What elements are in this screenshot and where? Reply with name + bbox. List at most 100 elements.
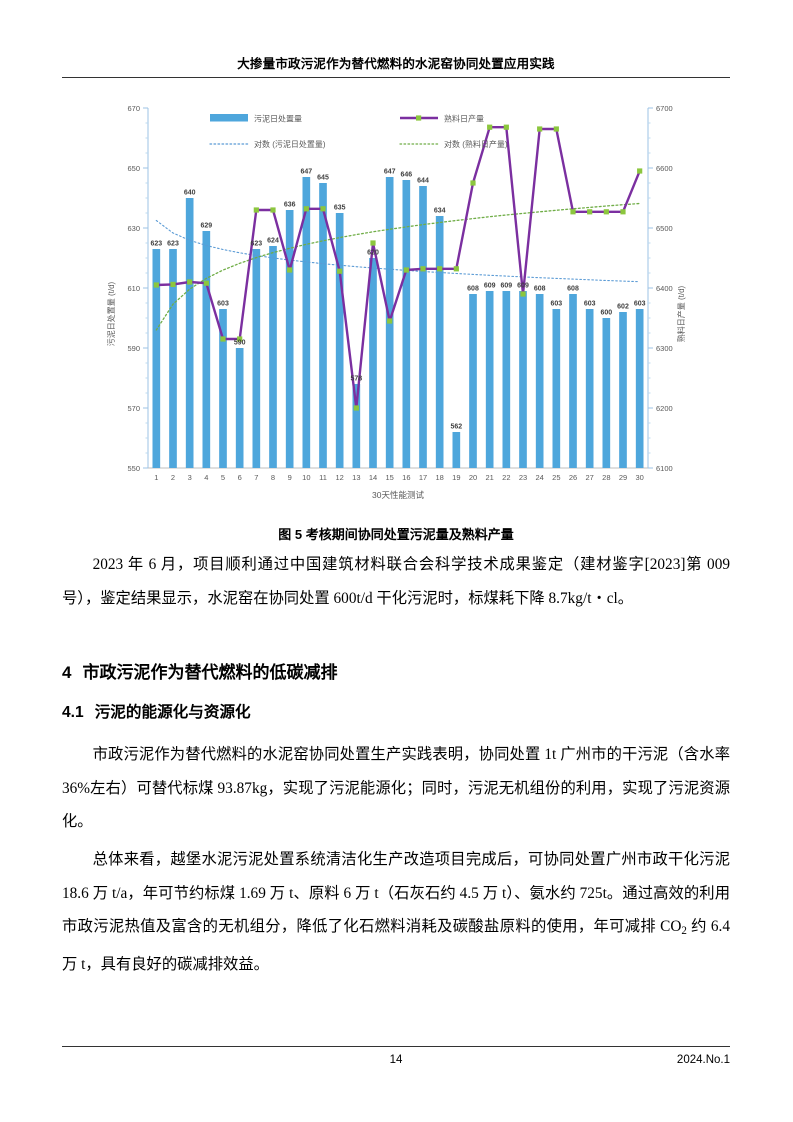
svg-text:10: 10 bbox=[302, 473, 310, 482]
svg-text:对数 (污泥日处置量): 对数 (污泥日处置量) bbox=[254, 139, 326, 149]
paragraph-block-2: 市政污泥作为替代燃料的水泥窑协同处置生产实践表明，协同处置 1t 广州市的干污泥… bbox=[62, 738, 730, 839]
svg-text:12: 12 bbox=[335, 473, 343, 482]
svg-text:6200: 6200 bbox=[656, 404, 673, 413]
section-heading-4-1: 4.1 污泥的能源化与资源化 bbox=[62, 697, 730, 729]
svg-text:629: 629 bbox=[200, 223, 212, 230]
paragraph-energy-resource: 市政污泥作为替代燃料的水泥窑协同处置生产实践表明，协同处置 1t 广州市的干污泥… bbox=[62, 746, 730, 830]
svg-text:562: 562 bbox=[450, 424, 462, 431]
svg-text:27: 27 bbox=[585, 473, 593, 482]
svg-text:570: 570 bbox=[127, 404, 140, 413]
svg-text:647: 647 bbox=[384, 169, 396, 176]
svg-text:620: 620 bbox=[367, 250, 379, 257]
svg-text:29: 29 bbox=[619, 473, 627, 482]
svg-text:19: 19 bbox=[452, 473, 460, 482]
heading-1-number: 4 bbox=[62, 663, 72, 682]
svg-text:16: 16 bbox=[402, 473, 410, 482]
svg-text:6600: 6600 bbox=[656, 164, 673, 173]
chart-plot-area: 550 570 590 610 630 650 670 6100 6200 6300 6400 650… bbox=[100, 92, 696, 504]
svg-text:17: 17 bbox=[419, 473, 427, 482]
svg-text:644: 644 bbox=[417, 178, 429, 185]
svg-text:6400: 6400 bbox=[656, 284, 673, 293]
svg-text:污泥日处置量: 污泥日处置量 bbox=[254, 114, 302, 124]
heading-2-text: 污泥的能源化与资源化 bbox=[94, 704, 251, 721]
svg-text:623: 623 bbox=[150, 241, 162, 248]
svg-text:20: 20 bbox=[469, 473, 477, 482]
paragraph-overall-benefit: 总体来看，越堡水泥污泥处置系统清洁化生产改造项目完成后，可协同处置广州市政干化污… bbox=[62, 843, 730, 982]
svg-text:645: 645 bbox=[317, 175, 329, 182]
svg-text:6100: 6100 bbox=[656, 464, 673, 473]
svg-text:30: 30 bbox=[635, 473, 643, 482]
issue-label: 2024.No.1 bbox=[676, 1054, 730, 1066]
svg-text:26: 26 bbox=[569, 473, 577, 482]
svg-text:30天性能测试: 30天性能测试 bbox=[372, 490, 424, 500]
svg-text:608: 608 bbox=[567, 286, 579, 293]
svg-text:623: 623 bbox=[250, 241, 262, 248]
svg-text:8: 8 bbox=[271, 473, 275, 482]
svg-text:25: 25 bbox=[552, 473, 560, 482]
paragraph-block-3: 总体来看，越堡水泥污泥处置系统清洁化生产改造项目完成后，可协同处置广州市政干化污… bbox=[62, 843, 730, 982]
svg-text:对数 (熟料日产量): 对数 (熟料日产量) bbox=[444, 139, 508, 149]
heading-level-2: 4.1 污泥的能源化与资源化 bbox=[62, 697, 730, 729]
svg-text:650: 650 bbox=[127, 164, 140, 173]
section-heading-4: 4 市政污泥作为替代燃料的低碳减排 bbox=[62, 656, 730, 689]
svg-text:603: 603 bbox=[550, 301, 562, 308]
svg-text:640: 640 bbox=[184, 190, 196, 197]
svg-text:9: 9 bbox=[288, 473, 292, 482]
svg-text:13: 13 bbox=[352, 473, 360, 482]
heading-2-number: 4.1 bbox=[62, 704, 84, 721]
svg-text:590: 590 bbox=[234, 340, 246, 347]
svg-text:24: 24 bbox=[535, 473, 543, 482]
svg-text:646: 646 bbox=[400, 172, 412, 179]
paragraph-block-1: 2023 年 6 月，项目顺利通过中国建筑材料联合会科学技术成果鉴定（建材鉴字[… bbox=[62, 548, 730, 615]
svg-text:14: 14 bbox=[369, 473, 377, 482]
svg-text:624: 624 bbox=[267, 238, 279, 245]
svg-text:1: 1 bbox=[154, 473, 158, 482]
paragraph-3-part-b: 约 6.4 万 t，具有良好的碳减排效益。 bbox=[62, 918, 730, 974]
heading-1-text: 市政污泥作为替代燃料的低碳减排 bbox=[82, 663, 338, 682]
svg-text:603: 603 bbox=[634, 301, 646, 308]
svg-text:578: 578 bbox=[350, 376, 362, 383]
footer-divider bbox=[62, 1046, 730, 1047]
svg-text:609: 609 bbox=[517, 283, 529, 290]
svg-text:15: 15 bbox=[385, 473, 393, 482]
svg-text:6300: 6300 bbox=[656, 344, 673, 353]
svg-text:6500: 6500 bbox=[656, 224, 673, 233]
svg-text:623: 623 bbox=[167, 241, 179, 248]
figure-caption: 图 5 考核期间协同处置污泥量及熟料产量 bbox=[278, 527, 514, 542]
header-divider bbox=[62, 77, 730, 79]
svg-text:608: 608 bbox=[467, 286, 479, 293]
svg-text:6: 6 bbox=[238, 473, 242, 482]
svg-text:634: 634 bbox=[434, 208, 446, 215]
svg-text:590: 590 bbox=[127, 344, 140, 353]
svg-text:3: 3 bbox=[188, 473, 192, 482]
svg-text:21: 21 bbox=[485, 473, 493, 482]
svg-text:污泥日处置量 (t/d): 污泥日处置量 (t/d) bbox=[106, 281, 116, 346]
svg-text:603: 603 bbox=[217, 301, 229, 308]
svg-text:600: 600 bbox=[600, 310, 612, 317]
combo-chart: 5505705906106306506706100620063006400650… bbox=[106, 104, 686, 500]
page-header: 大掺量市政污泥作为替代燃料的水泥窑协同处置应用实践 bbox=[62, 56, 730, 79]
svg-text:602: 602 bbox=[617, 304, 629, 311]
svg-text:2: 2 bbox=[171, 473, 175, 482]
svg-text:608: 608 bbox=[534, 286, 546, 293]
svg-text:7: 7 bbox=[254, 473, 258, 482]
svg-text:6700: 6700 bbox=[656, 104, 673, 113]
svg-text:熟料日产量 (t/d): 熟料日产量 (t/d) bbox=[676, 285, 686, 342]
co2-subscript: 2 bbox=[681, 924, 687, 937]
svg-text:647: 647 bbox=[300, 169, 312, 176]
svg-text:4: 4 bbox=[204, 473, 208, 482]
svg-text:5: 5 bbox=[221, 473, 225, 482]
svg-text:23: 23 bbox=[519, 473, 527, 482]
svg-text:22: 22 bbox=[502, 473, 510, 482]
svg-text:609: 609 bbox=[500, 283, 512, 290]
heading-level-1: 4 市政污泥作为替代燃料的低碳减排 bbox=[62, 656, 730, 689]
svg-text:603: 603 bbox=[584, 301, 596, 308]
page-footer: 14 2024.No.1 bbox=[62, 1054, 730, 1074]
svg-text:550: 550 bbox=[127, 464, 140, 473]
svg-text:28: 28 bbox=[602, 473, 610, 482]
svg-text:630: 630 bbox=[127, 224, 140, 233]
paragraph-certification: 2023 年 6 月，项目顺利通过中国建筑材料联合会科学技术成果鉴定（建材鉴字[… bbox=[62, 556, 730, 607]
svg-text:18: 18 bbox=[435, 473, 443, 482]
svg-text:610: 610 bbox=[127, 284, 140, 293]
